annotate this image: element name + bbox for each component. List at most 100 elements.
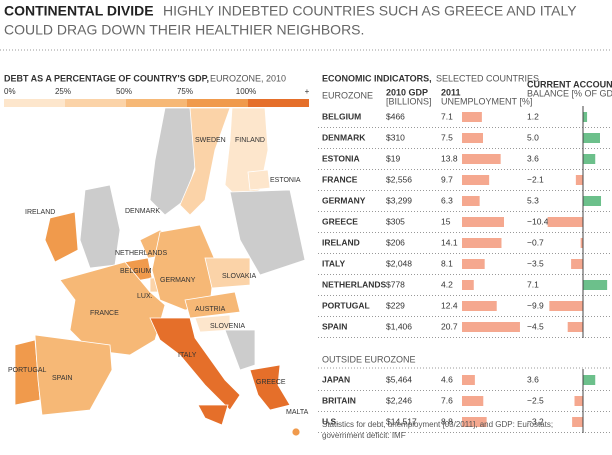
austria [184, 291, 241, 319]
unemployment: 4.6 [441, 374, 453, 384]
balance: 7.1 [527, 279, 539, 289]
country-label: FRANCE [90, 310, 119, 317]
country-label: FINLAND [235, 137, 265, 144]
legend-swatch [4, 99, 65, 107]
country-label: SLOVENIA [210, 323, 245, 330]
country: GERMANY [322, 195, 366, 205]
gdp: $1,406 [386, 321, 412, 331]
table-title: ECONOMIC INDICATORS, [322, 73, 432, 83]
subtitle-line-2: COULD DRAG DOWN THEIR HEALTHIER NEIGHBOR… [4, 22, 364, 38]
gdp: $14,517 [386, 416, 417, 426]
balance-bar [583, 154, 596, 164]
country-label: NETHERLANDS [115, 250, 167, 257]
legend-swatch [187, 99, 248, 107]
unemployment: 20.7 [441, 321, 458, 331]
country-label: GREECE [256, 379, 286, 386]
balance: 5.3 [527, 195, 539, 205]
gdp: $229 [386, 300, 405, 310]
balkans [224, 329, 256, 371]
balance-bar [575, 175, 583, 185]
gdp: $5,464 [386, 374, 412, 384]
column-header: 2010 GDP [386, 87, 428, 97]
gdp: $206 [386, 237, 405, 247]
subtitle-line-1: HIGHLY INDEBTED COUNTRIES SUCH AS GREECE… [163, 3, 577, 19]
country-label: SLOVAKIA [222, 273, 256, 280]
unemployment-bar [462, 375, 475, 385]
malta [291, 427, 301, 437]
column-header: EUROZONE [322, 90, 373, 100]
unemployment: 13.8 [441, 153, 458, 163]
balance-bar [572, 417, 583, 427]
table-subtitle: SELECTED COUNTRIES [436, 73, 539, 83]
unemployment: 6.3 [441, 195, 453, 205]
balance: 3.6 [527, 374, 539, 384]
unemployment: 4.2 [441, 279, 453, 289]
legend-swatch [65, 99, 126, 107]
unemployment-bar [462, 238, 502, 248]
unemployment-bar [462, 280, 474, 290]
country: ITALY [322, 258, 345, 268]
balance: −2.1 [527, 174, 544, 184]
country-label: PORTUGAL [8, 367, 46, 374]
map-title: DEBT AS A PERCENTAGE OF COUNTRY'S GDP, [4, 73, 209, 83]
italy [149, 317, 241, 411]
greece [249, 364, 291, 411]
balance: 3.6 [527, 153, 539, 163]
legend-swatch [248, 99, 309, 107]
legend: 0% 25% 50% 75% 100% + [4, 87, 310, 107]
unemployment-bar [462, 154, 501, 164]
country-label: LUX. [137, 293, 153, 300]
country: BELGIUM [322, 111, 361, 121]
balance: −3.5 [527, 258, 544, 268]
column-unit: BALANCE [% OF GDP] [527, 88, 612, 98]
gdp: $3,299 [386, 195, 412, 205]
balance-bar [567, 322, 583, 332]
slovakia [204, 257, 251, 289]
balance-bar [583, 196, 602, 206]
unemployment: 7.1 [441, 111, 453, 121]
legend-label: 100% [236, 87, 256, 96]
country-label: IRELAND [25, 209, 55, 216]
unemployment-bar [462, 133, 483, 143]
estonia [247, 169, 271, 191]
balance: −2.5 [527, 395, 544, 405]
unemployment-bar [462, 301, 497, 311]
legend-label: 75% [177, 87, 193, 96]
unemployment-bar [462, 196, 480, 206]
spain [34, 334, 113, 416]
country: FRANCE [322, 174, 358, 184]
country: SPAIN [322, 321, 347, 331]
unemployment-bar [462, 322, 520, 332]
map-subtitle: EUROZONE, 2010 [210, 73, 286, 83]
sicily [197, 404, 229, 426]
unemployment: 8.1 [441, 258, 453, 268]
country: PORTUGAL [322, 300, 370, 310]
balance-bar [583, 375, 596, 385]
country-label: GERMANY [160, 277, 196, 284]
map [0, 107, 311, 451]
country-label: DENMARK [125, 208, 160, 215]
column-header: CURRENT ACCOUNT [527, 79, 612, 89]
country: U.S. [322, 416, 339, 426]
unemployment: 14.1 [441, 237, 458, 247]
gdp: $19 [386, 153, 400, 163]
unemployment: 12.4 [441, 300, 458, 310]
balance-bar [583, 280, 608, 290]
gdp: $778 [386, 279, 405, 289]
legend-label: 50% [116, 87, 132, 96]
unemployment: 15 [441, 216, 451, 226]
gdp: $2,246 [386, 395, 412, 405]
country-label: BELGIUM [120, 268, 152, 275]
balance-bar [547, 217, 583, 227]
unemployment: 8.8 [441, 416, 453, 426]
legend-label: 25% [55, 87, 71, 96]
country-label: ESTONIA [270, 177, 301, 184]
balance: 1.2 [527, 111, 539, 121]
column-unit: UNEMPLOYMENT [%] [441, 96, 532, 106]
unemployment-bar [462, 396, 484, 406]
unemployment-bar [462, 417, 487, 427]
gdp: $2,048 [386, 258, 412, 268]
east [229, 189, 306, 276]
country: BRITAIN [322, 395, 356, 405]
